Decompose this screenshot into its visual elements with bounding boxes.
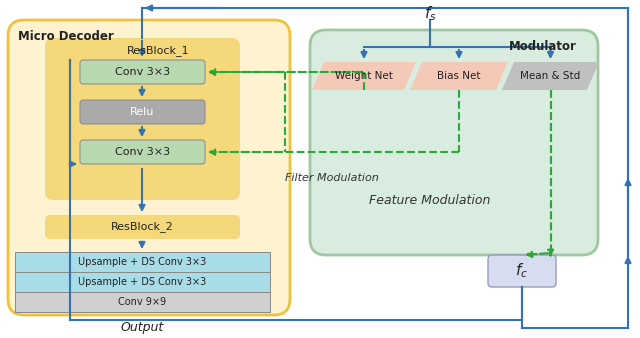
Text: Micro Decoder: Micro Decoder: [18, 29, 114, 43]
Text: Upsample + DS Conv 3×3: Upsample + DS Conv 3×3: [78, 257, 207, 267]
Text: $f_c$: $f_c$: [515, 262, 529, 280]
Text: ResBlock_2: ResBlock_2: [111, 221, 174, 233]
Text: Weight Net: Weight Net: [335, 71, 393, 81]
Text: Upsample + DS Conv 3×3: Upsample + DS Conv 3×3: [78, 277, 207, 287]
FancyBboxPatch shape: [310, 30, 598, 255]
Polygon shape: [410, 62, 508, 90]
FancyBboxPatch shape: [80, 140, 205, 164]
Text: $f_s$: $f_s$: [424, 5, 436, 23]
Text: ResBlock_1: ResBlock_1: [127, 46, 189, 56]
Text: Feature Modulation: Feature Modulation: [369, 193, 491, 207]
Bar: [15, 252, 270, 272]
Text: Filter Modulation: Filter Modulation: [285, 173, 379, 183]
Text: Modulator: Modulator: [509, 40, 577, 52]
Text: Conv 3×3: Conv 3×3: [115, 67, 170, 77]
Text: Mean & Std: Mean & Std: [520, 71, 580, 81]
Text: Conv 9×9: Conv 9×9: [118, 297, 166, 307]
FancyBboxPatch shape: [80, 60, 205, 84]
FancyBboxPatch shape: [80, 100, 205, 124]
Polygon shape: [312, 62, 416, 90]
FancyBboxPatch shape: [488, 255, 556, 287]
Text: Output: Output: [120, 321, 164, 335]
Polygon shape: [502, 62, 599, 90]
FancyBboxPatch shape: [8, 20, 290, 315]
FancyBboxPatch shape: [45, 38, 240, 200]
Text: Relu: Relu: [131, 107, 155, 117]
Bar: [15, 272, 270, 292]
Bar: [15, 292, 270, 312]
Text: Bias Net: Bias Net: [437, 71, 481, 81]
Text: Conv 3×3: Conv 3×3: [115, 147, 170, 157]
FancyBboxPatch shape: [45, 215, 240, 239]
